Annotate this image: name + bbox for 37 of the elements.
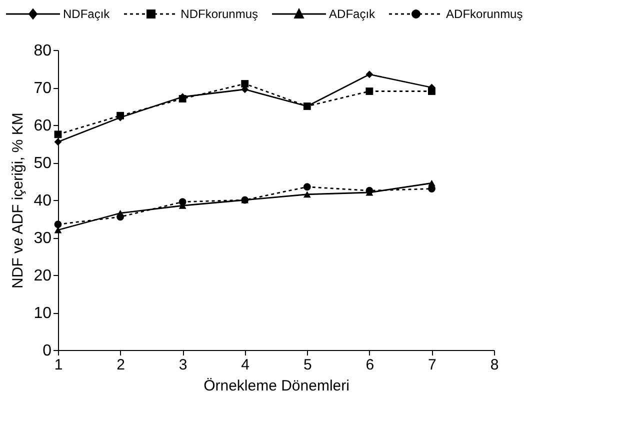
y-axis-title: NDF ve ADF içeriği, % KM xyxy=(10,112,27,288)
point xyxy=(428,88,436,95)
point xyxy=(428,185,436,192)
point xyxy=(366,88,374,95)
legend-label: ADFaçık xyxy=(329,7,376,21)
y-tick-label: 10 xyxy=(34,305,52,322)
point xyxy=(366,70,374,78)
x-tick-label: 3 xyxy=(178,356,188,374)
x-tick-label: 1 xyxy=(54,356,63,374)
legend-label: ADFkorunmuş xyxy=(446,7,523,21)
y-tick-label: 40 xyxy=(34,192,52,210)
point xyxy=(303,183,311,191)
y-tick-label: 60 xyxy=(34,118,52,134)
y-tick-label: 0 xyxy=(42,342,52,360)
y-tick-label: 20 xyxy=(34,268,52,284)
point xyxy=(241,80,249,88)
x-tick-label: 4 xyxy=(241,356,250,374)
legend-label: NDFaçık xyxy=(63,7,110,21)
y-tick-label: 70 xyxy=(34,80,52,97)
point xyxy=(54,220,62,228)
point xyxy=(303,191,311,198)
point xyxy=(54,130,62,138)
point xyxy=(303,102,311,110)
y-tick-label: 80 xyxy=(34,42,52,60)
y-tick-label: 30 xyxy=(34,230,52,247)
legend-label: NDFkorunmuş xyxy=(180,7,258,21)
x-tick-label: 6 xyxy=(366,356,374,374)
y-tick-label: 50 xyxy=(34,155,52,172)
x-axis-title: Örnekleme Dönemleri xyxy=(204,378,350,394)
x-tick-label: 5 xyxy=(303,356,312,374)
x-tick-label: 8 xyxy=(490,356,499,374)
x-tick-label: 7 xyxy=(428,356,436,374)
point xyxy=(54,138,62,146)
point xyxy=(116,213,124,221)
point xyxy=(178,198,186,206)
x-tick-label: 2 xyxy=(116,356,125,374)
point xyxy=(366,186,374,194)
